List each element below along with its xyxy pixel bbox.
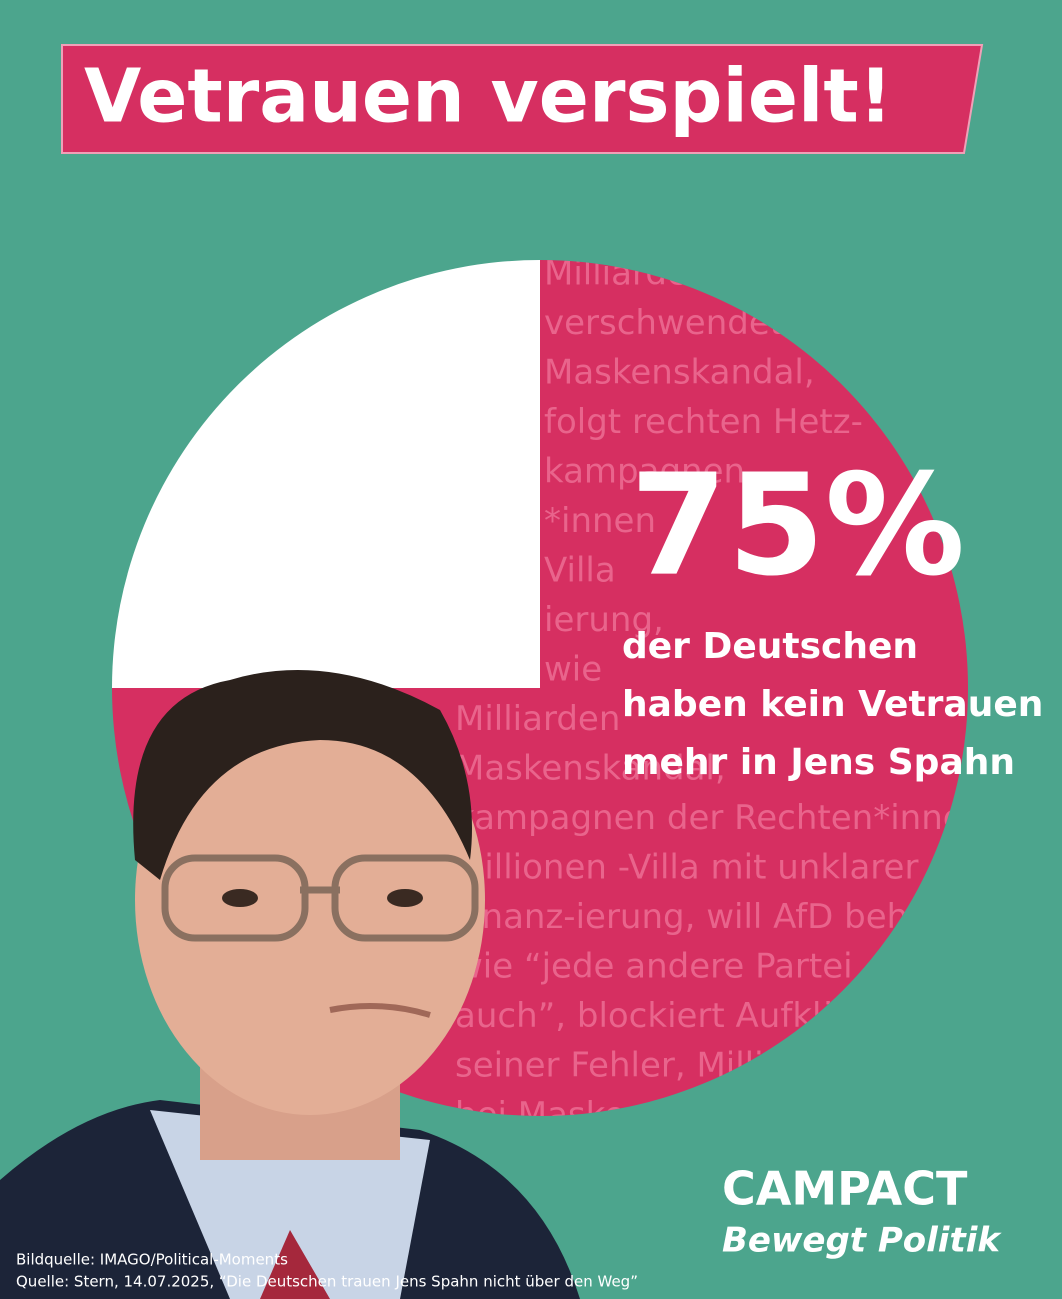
background-line: folgt rechten Hetz- bbox=[544, 402, 863, 442]
logo-tagline: Bewegt Politik bbox=[722, 1221, 1002, 1261]
background-line: kampagnen bbox=[544, 452, 745, 492]
title-banner bbox=[61, 44, 984, 154]
background-line: *innen bbox=[544, 501, 656, 541]
source: Quelle: Stern, 14.07.2025, “Die Deutsche… bbox=[16, 1273, 638, 1291]
annotation-line: der Deutschen bbox=[622, 626, 918, 667]
logo: CAMPACT bbox=[722, 1162, 968, 1216]
background-line: Finanz-ierung, will AfD behandeln bbox=[455, 897, 1024, 937]
annotation-line: mehr in Jens Spahn bbox=[622, 742, 1015, 783]
photo bbox=[0, 670, 580, 1299]
annotation: der Deutschen haben kein Vetrauen mehr in … bbox=[622, 626, 1043, 783]
background-line: ierung, bbox=[544, 600, 664, 640]
background-line: Maskenskandal, bbox=[455, 749, 726, 789]
pie-slice bbox=[112, 260, 540, 688]
background-line: Maskenskandal, bbox=[544, 353, 815, 393]
background-line: wie “jede andere Partei bbox=[455, 947, 853, 987]
background-line: wie bbox=[544, 650, 602, 690]
background-line: Villa bbox=[544, 551, 616, 591]
background-line: kampagnen der Rechten*innen bbox=[455, 798, 985, 838]
data-label: 75% bbox=[630, 445, 965, 608]
annotation-line: haben kein Vetrauen bbox=[622, 684, 1043, 725]
chart-title: Vetrauen verspielt! bbox=[84, 54, 893, 140]
background-line: Millionen -Villa mit unklarer bbox=[455, 848, 918, 888]
background-line: Milliarden bbox=[455, 699, 620, 739]
source: Bildquelle: IMAGO/Political-Moments bbox=[16, 1251, 288, 1269]
